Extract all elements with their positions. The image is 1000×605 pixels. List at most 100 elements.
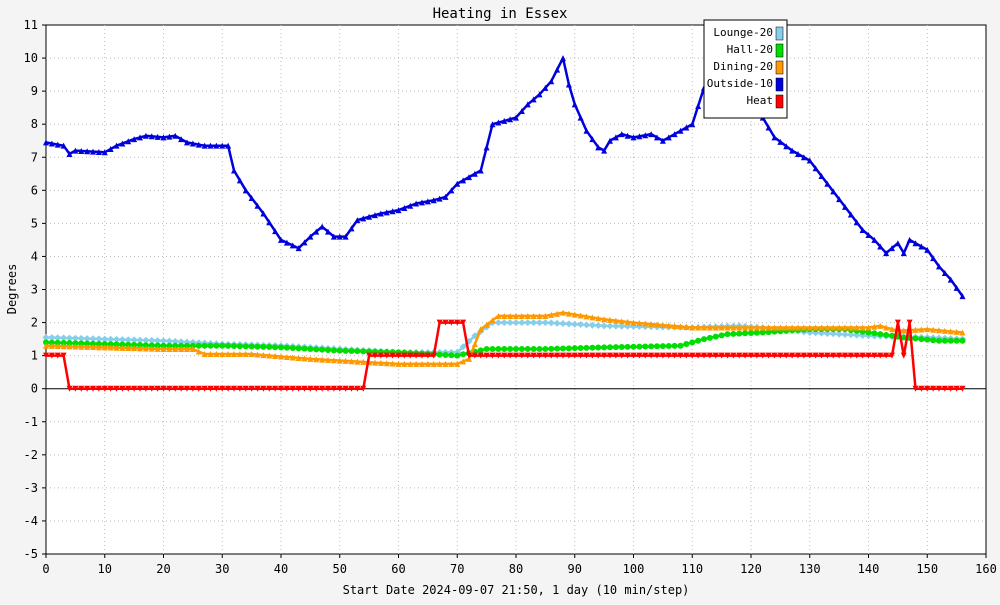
data-point [560, 309, 566, 316]
data-point [536, 346, 543, 353]
data-point [407, 360, 414, 367]
x-tick-label: 120 [740, 562, 762, 576]
data-point [530, 352, 537, 359]
data-point [242, 350, 249, 357]
data-point [524, 101, 531, 108]
data-point [706, 334, 713, 341]
data-point [677, 323, 684, 330]
data-point [142, 336, 150, 344]
data-point [812, 324, 819, 331]
data-point [513, 346, 519, 353]
data-point [377, 359, 384, 366]
data-point [542, 312, 549, 319]
data-point [683, 352, 690, 359]
y-tick-label: -4 [24, 514, 38, 528]
data-point [336, 357, 343, 364]
data-point [195, 348, 202, 355]
data-point [236, 350, 243, 357]
data-point [865, 231, 872, 238]
y-tick-label: 4 [31, 249, 38, 263]
data-point [160, 342, 167, 349]
data-point [377, 352, 384, 359]
data-point [524, 319, 532, 327]
data-point [865, 352, 872, 359]
data-point [554, 352, 561, 359]
data-point [295, 245, 302, 252]
data-point [84, 343, 91, 350]
data-point [771, 324, 778, 331]
data-point [125, 341, 132, 348]
data-point [236, 177, 243, 184]
data-point [959, 293, 966, 300]
data-point [272, 352, 279, 359]
data-point [659, 352, 666, 359]
data-point [78, 343, 85, 350]
data-point [254, 343, 261, 350]
x-tick-label: 50 [333, 562, 347, 576]
data-point [119, 341, 126, 348]
data-point [307, 233, 314, 240]
data-point [471, 352, 478, 359]
data-point [189, 140, 196, 147]
data-point [48, 334, 56, 342]
data-point [695, 337, 702, 344]
data-point [219, 142, 226, 149]
data-point [507, 312, 514, 319]
data-point [495, 346, 502, 353]
data-point [213, 142, 220, 149]
data-point [953, 385, 960, 392]
data-point [307, 385, 314, 392]
data-point [172, 132, 179, 139]
data-point [289, 242, 296, 249]
legend-swatch [775, 60, 784, 75]
data-point [283, 353, 290, 360]
data-point [90, 148, 96, 155]
data-point [753, 352, 760, 359]
data-point [818, 324, 825, 331]
data-point [95, 385, 102, 392]
data-point [618, 352, 625, 359]
data-point [889, 332, 895, 339]
data-point [554, 345, 561, 352]
data-point [430, 360, 437, 367]
data-point [325, 347, 331, 354]
data-point [413, 360, 420, 367]
data-point [595, 144, 602, 151]
data-point [818, 172, 825, 179]
data-point [501, 346, 508, 353]
data-point [742, 352, 749, 359]
data-point [72, 340, 79, 347]
data-point [160, 134, 167, 141]
data-point [947, 385, 954, 392]
data-point [847, 211, 854, 218]
data-point [947, 337, 954, 344]
data-point [548, 352, 555, 359]
data-point [577, 312, 584, 319]
data-point [95, 148, 102, 155]
data-point [278, 385, 284, 392]
data-point [119, 385, 126, 392]
data-point [113, 341, 120, 348]
y-tick-label: 9 [31, 84, 38, 98]
data-point [900, 327, 907, 334]
data-point [748, 352, 754, 359]
data-point [859, 324, 866, 331]
data-point [724, 331, 731, 338]
data-point [84, 340, 91, 347]
data-point [178, 342, 185, 349]
data-point [48, 140, 55, 147]
data-point [354, 217, 361, 224]
y-tick-label: 7 [31, 150, 38, 164]
data-point [213, 350, 220, 357]
data-point [72, 343, 79, 350]
data-point [571, 320, 579, 328]
data-point [125, 345, 132, 352]
data-point [601, 147, 608, 154]
data-point [554, 66, 561, 73]
data-point [137, 385, 143, 392]
data-point [501, 312, 508, 319]
data-point [48, 339, 55, 346]
data-point [495, 119, 502, 126]
data-point [560, 55, 566, 62]
data-point [859, 352, 866, 359]
